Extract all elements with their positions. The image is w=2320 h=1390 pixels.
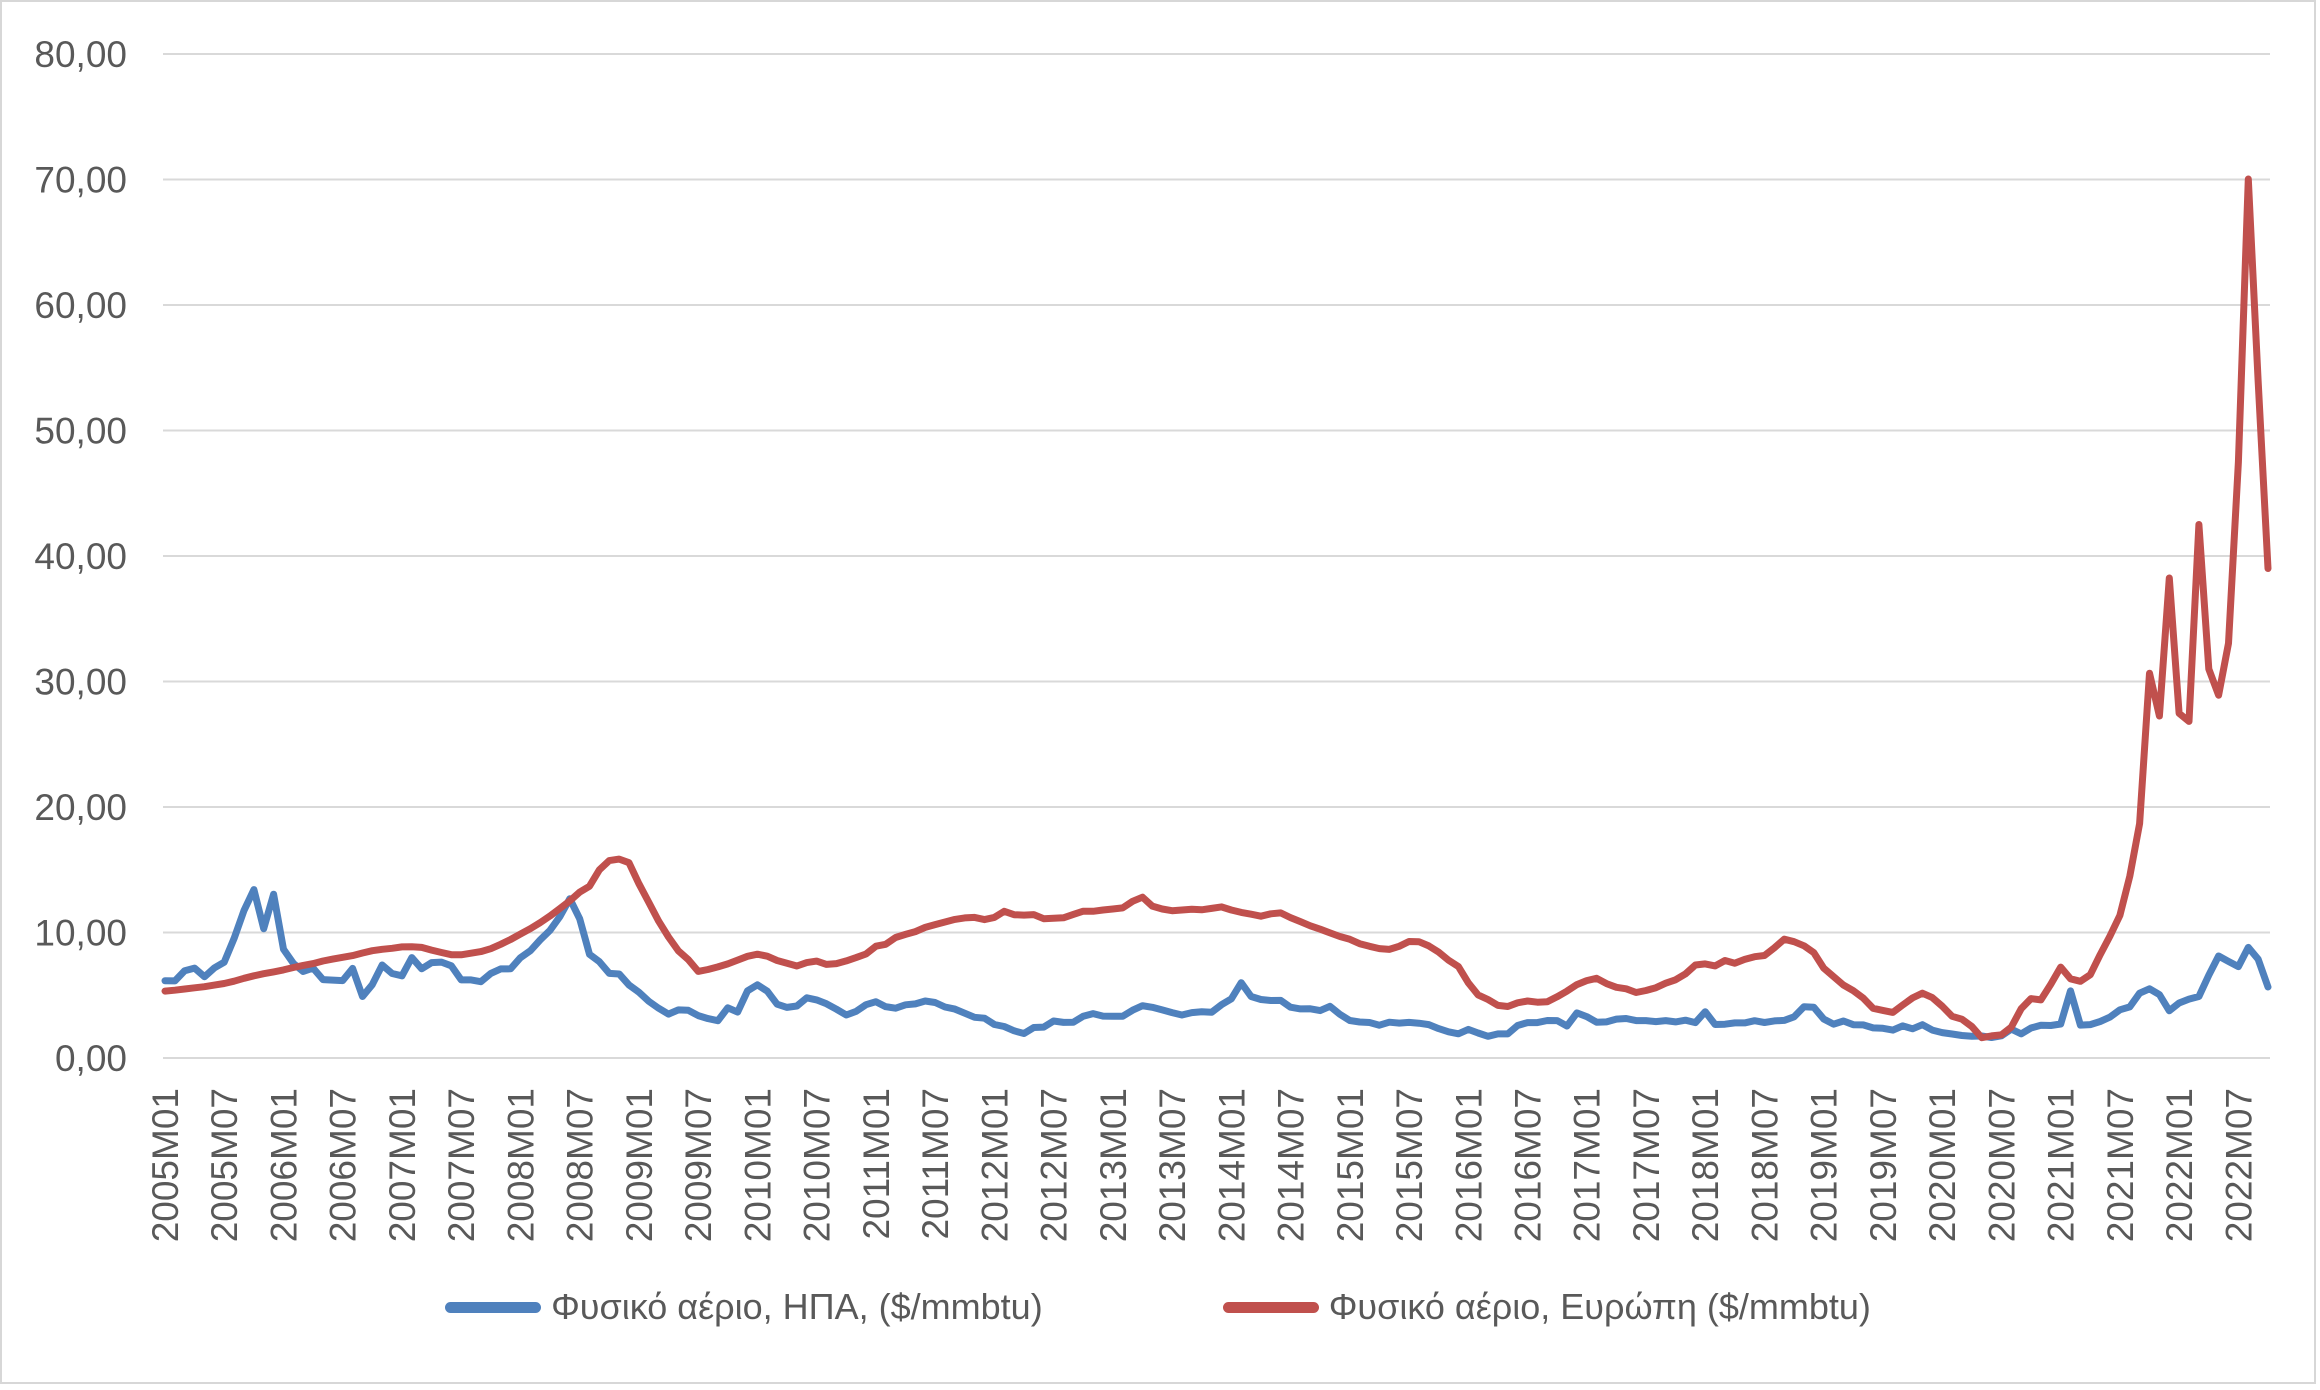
x-axis-tick-label: 2019M01 <box>1804 1088 1845 1242</box>
x-axis-tick-label: 2005M07 <box>204 1088 245 1242</box>
x-axis-tick-label: 2007M07 <box>441 1088 482 1242</box>
x-axis-tick-label: 2012M07 <box>1034 1088 1075 1242</box>
x-axis-tick-label: 2009M01 <box>619 1088 660 1242</box>
x-axis-tick-label: 2008M01 <box>500 1088 541 1242</box>
legend-item: Φυσικό αέριο, ΗΠΑ, ($/mmbtu) <box>445 1286 1043 1328</box>
x-axis-tick-label: 2011M07 <box>915 1088 956 1240</box>
x-axis-tick-label: 2017M07 <box>1626 1088 1667 1242</box>
legend-marker-us <box>445 1301 542 1313</box>
x-axis-tick-label: 2012M01 <box>974 1088 1015 1242</box>
legend-item: Φυσικό αέριο, Ευρώπη ($/mmbtu) <box>1222 1286 1871 1328</box>
x-axis-tick-label: 2006M01 <box>263 1088 304 1242</box>
legend-label: Φυσικό αέριο, Ευρώπη ($/mmbtu) <box>1328 1286 1871 1327</box>
gridlines <box>163 53 2270 1059</box>
y-axis-tick-labels: 0,00 10,00 20,00 30,00 40,00 50,00 60,00 70,00 8… <box>34 34 127 1079</box>
y-axis-tick-label: 20,00 <box>34 787 127 828</box>
legend-marker-europe <box>1222 1301 1319 1313</box>
x-axis-tick-label: 2011M01 <box>856 1088 897 1240</box>
y-axis-tick-label: 50,00 <box>34 411 127 452</box>
x-axis-tick-label: 2022M01 <box>2159 1088 2200 1242</box>
x-axis-tick-label: 2021M01 <box>2041 1088 2082 1242</box>
x-axis-tick-label: 2009M07 <box>678 1088 719 1242</box>
y-axis-tick-label: 60,00 <box>34 285 127 326</box>
legend-label: Φυσικό αέριο, ΗΠΑ, ($/mmbtu) <box>551 1286 1043 1327</box>
x-axis-tick-label: 2021M07 <box>2100 1088 2141 1242</box>
x-axis-tick-label: 2010M01 <box>737 1088 778 1242</box>
x-axis-tick-label: 2019M07 <box>1863 1088 1904 1242</box>
y-axis-tick-label: 0,00 <box>55 1038 127 1079</box>
y-axis-tick-label: 80,00 <box>34 34 127 75</box>
x-axis-tick-label: 2018M01 <box>1685 1088 1726 1242</box>
europe-series-line <box>161 175 2272 1042</box>
x-axis-tick-labels: 2005M01 2005M07 2006M01 2006M07 2007M01 2007M… <box>145 1088 2259 1242</box>
x-axis-tick-label: 2018M07 <box>1744 1088 1785 1242</box>
x-axis-tick-label: 2014M01 <box>1211 1088 1252 1242</box>
x-axis-tick-label: 2013M07 <box>1152 1088 1193 1242</box>
x-axis-tick-label: 2014M07 <box>1271 1088 1312 1242</box>
x-axis-tick-label: 2016M01 <box>1448 1088 1489 1242</box>
x-axis-tick-label: 2007M01 <box>382 1088 423 1242</box>
x-axis-tick-label: 2008M07 <box>560 1088 601 1242</box>
x-axis-tick-label: 2017M01 <box>1567 1088 1608 1242</box>
x-axis-tick-label: 2020M01 <box>1922 1088 1963 1242</box>
us-series-line <box>161 886 2272 1041</box>
x-axis-tick-label: 2020M07 <box>1981 1088 2022 1242</box>
x-axis-tick-label: 2005M01 <box>145 1088 186 1242</box>
y-axis-tick-label: 30,00 <box>34 662 127 703</box>
x-axis-tick-label: 2013M01 <box>1093 1088 1134 1242</box>
x-axis-tick-label: 2022M07 <box>2218 1088 2259 1242</box>
legend: Φυσικό αέριο, ΗΠΑ, ($/mmbtu) Φυσικό αέριο… <box>2 1286 2314 1328</box>
x-axis-tick-label: 2015M07 <box>1389 1088 1430 1242</box>
x-axis-tick-label: 2015M01 <box>1330 1088 1371 1242</box>
y-axis-tick-label: 10,00 <box>34 913 127 954</box>
x-axis-tick-label: 2006M07 <box>323 1088 364 1242</box>
y-axis-tick-label: 70,00 <box>34 160 127 201</box>
x-axis-tick-label: 2016M07 <box>1508 1088 1549 1242</box>
x-axis-tick-label: 2010M07 <box>797 1088 838 1242</box>
y-axis-tick-label: 40,00 <box>34 536 127 577</box>
series-lines <box>161 175 2272 1042</box>
